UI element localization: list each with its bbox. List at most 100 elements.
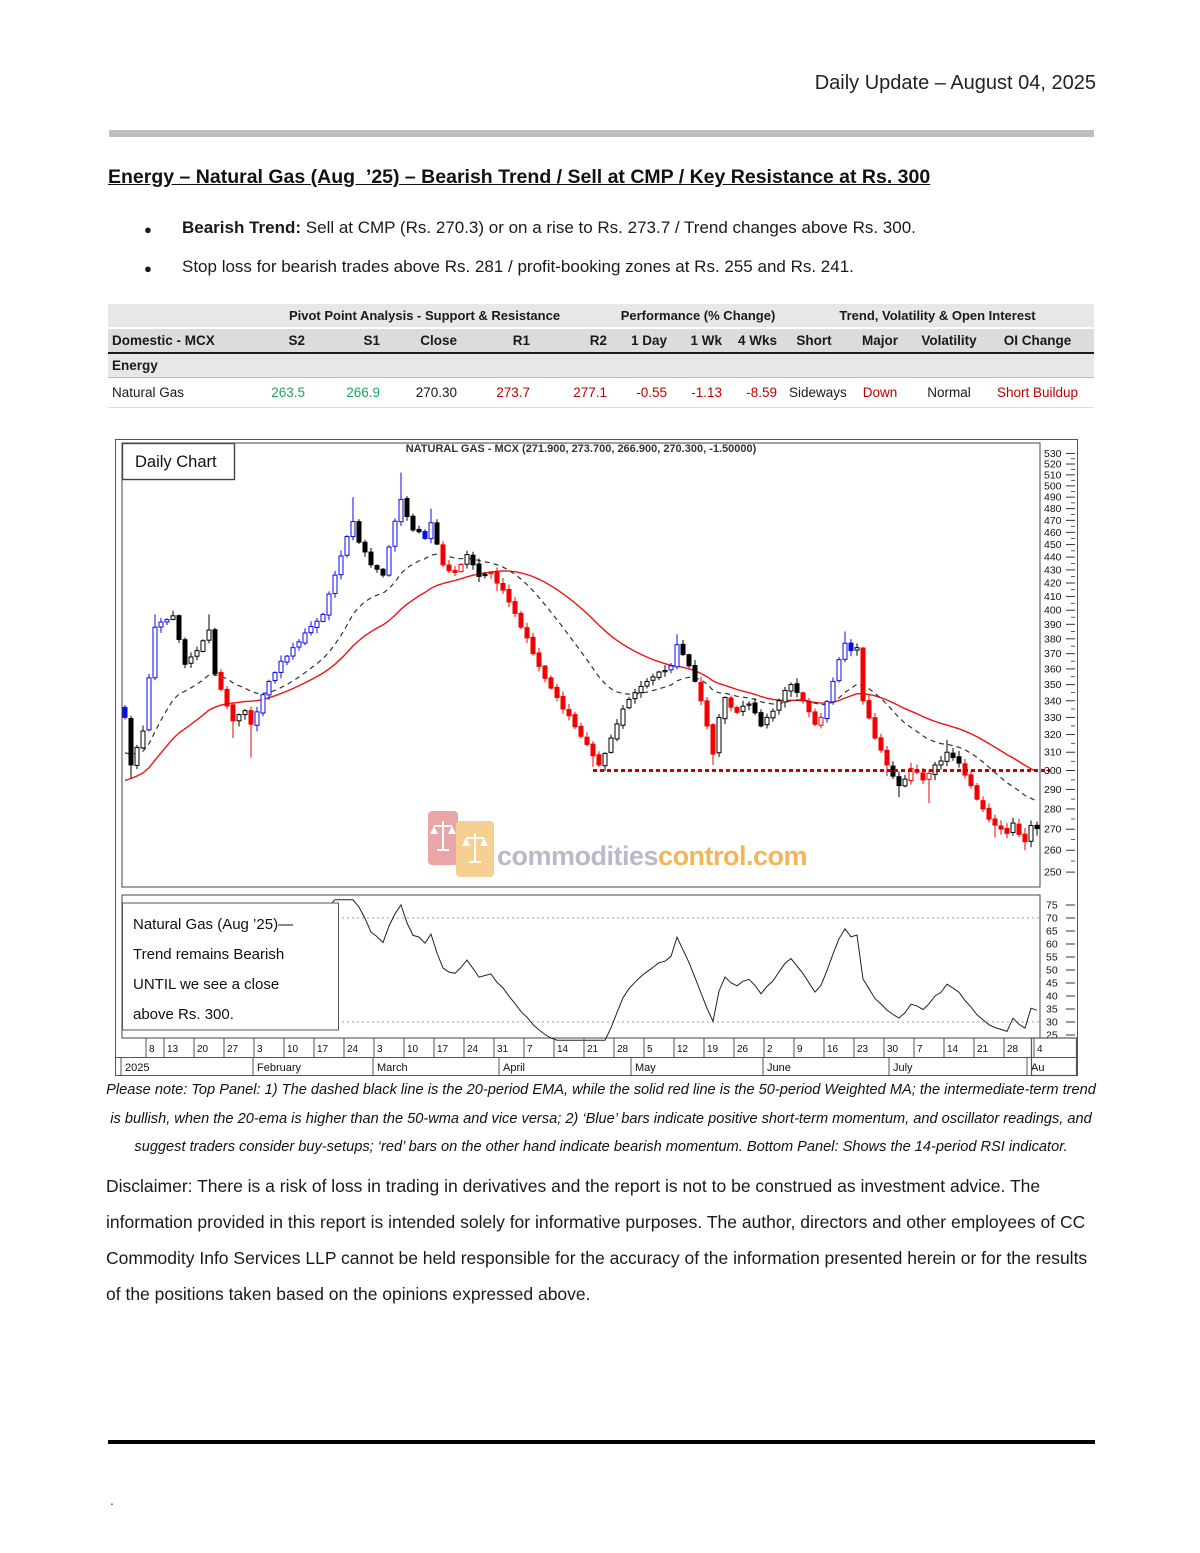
week-label: 24 [347,1044,359,1055]
candle-body [656,671,662,678]
candle-body [806,700,812,713]
axis-label: 520 [1044,459,1062,471]
axis-label: 440 [1044,552,1062,564]
week-label: 28 [1007,1044,1019,1055]
candle-body [308,625,314,634]
daily-chart-label: Daily Chart [135,453,217,471]
annotation-line: Natural Gas (Aug ’25)— [133,916,293,933]
candle-body [518,612,524,628]
candle-body [362,541,368,553]
table-cell: -1.13 [675,377,731,408]
candle-body [884,749,890,766]
candle-body [608,737,614,753]
table-cell: Down [847,377,918,408]
candle-body [530,636,536,655]
candle-body [224,688,230,707]
week-label: 28 [617,1044,629,1055]
candle-body [818,716,824,726]
axis-label: 490 [1044,492,1062,504]
axis-label: 410 [1044,591,1062,603]
bullet-icon: ● [144,261,152,276]
column-header: 1 Wk [675,328,731,353]
daily-chart: commoditiescontrol.com NATURAL GAS - MCX … [115,439,1078,1077]
table-cell: Short Buildup [985,377,1095,408]
section-label: Energy [108,353,1095,378]
candle-body [710,724,716,755]
candle-body [536,652,542,667]
scale-pans [430,826,456,834]
month-label: April [503,1062,525,1074]
candle-body [158,621,164,628]
axis-label: 530 [1044,448,1062,460]
week-label: 7 [917,1044,923,1055]
candle-body [866,700,872,719]
week-label: 23 [857,1044,869,1055]
candle-body [878,737,884,751]
candle-body [620,708,626,726]
candle-body [992,818,998,826]
candle-body [542,665,548,679]
week-label: 17 [317,1044,329,1055]
candle-body [134,746,140,766]
daily-chart-box [121,442,236,481]
candle-body [218,671,224,690]
week-label: 17 [437,1044,449,1055]
candle-body [140,730,146,749]
candle-body [194,650,200,657]
candle-body [254,711,260,726]
candle-body [506,588,512,603]
table-cell: 263.5 [238,377,313,408]
candle-body [560,695,566,710]
week-label: 24 [467,1044,479,1055]
candle-body [944,751,950,762]
axis-label: 480 [1044,503,1062,515]
group-header: Performance (% Change) [615,304,786,329]
axis-label: 280 [1044,803,1062,815]
annotation-line: UNTIL we see a close [133,976,279,993]
week-label: 8 [149,1044,155,1055]
column-header: Major [847,328,918,353]
candle-body [746,703,752,706]
axis-label: 55 [1046,952,1058,964]
axis-label: 360 [1044,663,1062,675]
candle-body [626,698,632,709]
week-label: 14 [947,1044,959,1055]
candle-body [290,647,296,657]
week-label: 10 [287,1044,299,1055]
current-date-box [1030,1037,1078,1077]
week-label: 21 [587,1044,599,1055]
candle-body [326,593,332,616]
candle-body [500,582,506,591]
chart-title: NATURAL GAS - MCX (271.900, 273.700, 266… [406,443,757,455]
candle-body [320,613,326,622]
candle-body [896,776,902,787]
candle-body [920,772,926,781]
candle-body [512,601,518,614]
candle-body [812,711,818,725]
week-label: 30 [887,1044,899,1055]
week-label: 27 [227,1044,239,1055]
candle-body [614,723,620,740]
candle-body [632,692,638,700]
wma50-line [124,570,1038,782]
candle-body [860,647,866,702]
candle-body [188,656,194,664]
candle-body [1004,827,1010,834]
column-header: 1 Day [615,328,676,353]
candle-body [434,522,440,545]
axis-label: 390 [1044,619,1062,631]
group-header-spacer [108,304,238,329]
candle-body [722,696,728,720]
annotation-line: above Rs. 300. [133,1006,234,1023]
candle-body [422,530,428,539]
candle-body [230,704,236,722]
axis-label: 290 [1044,784,1062,796]
page-title: Energy – Natural Gas (Aug ’25) – Bearish… [108,166,931,188]
candle-body [416,528,422,533]
week-label: 7 [527,1044,533,1055]
candle-body [830,680,836,703]
axis-label: 320 [1044,729,1062,741]
scale-icon [434,821,452,851]
